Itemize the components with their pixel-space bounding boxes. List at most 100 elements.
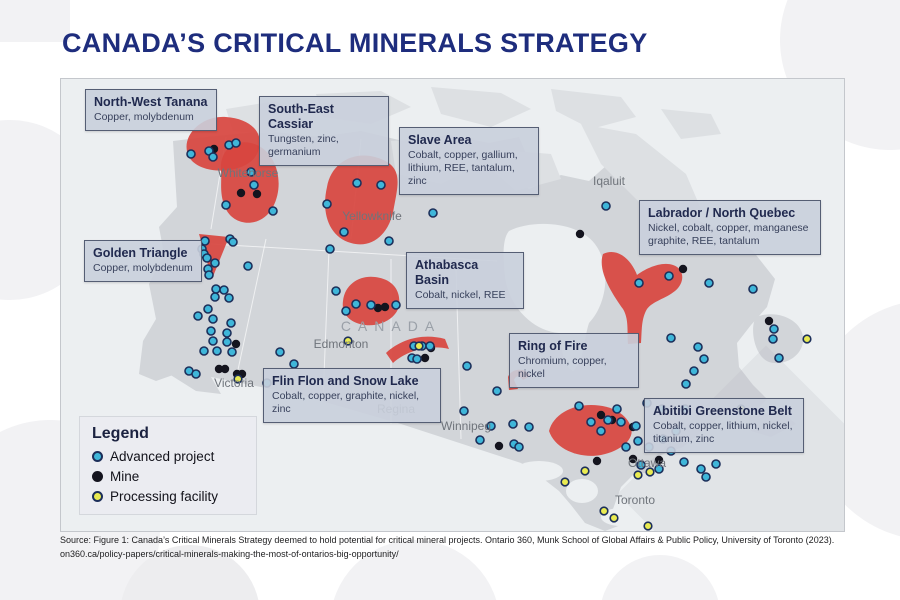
legend-item-mine: Mine [92,469,246,484]
advanced-project-dot [193,311,203,321]
processing-facility-dot [609,513,619,523]
advanced-project-dot [275,347,285,357]
advanced-project-dot [514,442,524,452]
mine-dot [575,229,585,239]
region-minerals: Chromium, copper, nickel [518,355,607,381]
advanced-project-dot [208,152,218,162]
mine-dot [252,189,262,199]
region-minerals: Nickel, cobalt, copper, manganese graphi… [648,222,809,248]
city-label-winnipeg: Winnipeg [440,419,492,433]
processing-facility-dot [645,467,655,477]
city-label-iqaluit: Iqaluit [592,174,626,188]
project-dots [184,138,812,531]
mine-dot [373,303,383,313]
advanced-project-dot [621,442,631,452]
page-title: CANADA’S CRITICAL MINERALS STRATEGY [62,28,648,58]
region-name: Ring of Fire [518,339,588,353]
legend-item-processing: Processing facility [92,489,246,504]
advanced-project-dot [246,167,256,177]
advanced-project-dot [769,324,779,334]
advanced-project-dot [462,361,472,371]
processing-facility-dot [802,334,812,344]
advanced-project-dot [586,417,596,427]
region-label-athabasca-basin: Athabasca Basin Cobalt, nickel, REE [406,252,524,310]
mine-dot [592,456,602,466]
advanced-project-dot [425,341,435,351]
advanced-project-dot [633,436,643,446]
region-label-south-east-cassiar: South-East Cassiar Tungsten, zinc, german… [259,96,389,167]
region-label-flin-flon-and-snow-lake: Flin Flon and Snow Lake Cobalt, copper, g… [263,368,441,424]
processing-facility-dot [414,341,424,351]
region-label-ring-of-fire: Ring of Fire Chromium, copper, nickel [509,333,639,389]
advanced-project-dot [203,304,213,314]
advanced-project-dot [206,326,216,336]
advanced-project-dot [212,346,222,356]
region-minerals: Cobalt, copper, lithium, nickel, titaniu… [653,420,793,446]
labrador-north-quebec-zone [601,251,683,344]
processing-facility-dot [233,374,243,384]
advanced-project-dot [631,421,641,431]
advanced-project-dot [208,314,218,324]
decor-shape [0,0,70,42]
city-label-ottawa: Ottawa [627,456,667,470]
advanced-project-dot [186,149,196,159]
advanced-project-dot [204,270,214,280]
advanced-project-dot [351,299,361,309]
mine-dot [380,302,390,312]
advanced-project-dot [366,300,376,310]
advanced-project-dot [704,278,714,288]
advanced-project-dot [228,237,238,247]
mine-dot [220,364,230,374]
advanced-project-dot [508,419,518,429]
advanced-project-dot [384,236,394,246]
advanced-project-dot [664,271,674,281]
city-label-yellowknife: Yellowknife [342,209,402,223]
region-name: Flin Flon and Snow Lake [272,374,419,388]
region-minerals: Copper, molybdenum [94,111,194,123]
region-name: Labrador / North Quebec [648,206,796,220]
advanced-project-dot [325,244,335,254]
advanced-project-dot [524,422,534,432]
slave-area-zone [325,155,398,245]
region-label-golden-triangle: Golden Triangle Copper, molybdenum [84,240,202,283]
legend: Legend Advanced project Mine Processing fa… [79,416,257,515]
city-label-toronto: Toronto [614,493,656,507]
legend-title: Legend [92,425,149,442]
region-minerals: Cobalt, nickel, REE [415,289,506,301]
mine-dot [231,339,241,349]
advanced-project-dot [200,236,210,246]
advanced-project-dot [679,457,689,467]
advanced-project-dot [689,366,699,376]
advanced-project-dot [616,417,626,427]
processing-dot-icon [92,491,103,502]
advanced-project-dot [191,369,201,379]
advanced-project-dot [227,347,237,357]
advanced-project-dot [331,286,341,296]
map-panel: CANADA Whitehorse Yellowknife Iqaluit Edmon… [60,78,845,532]
legend-item-label: Advanced project [110,449,215,464]
advanced-project-dot [428,208,438,218]
advanced-project-dot [322,199,332,209]
region-minerals: Cobalt, copper, gallium, lithium, REE, t… [408,149,518,188]
advanced-project-dot [249,180,259,190]
advanced-project-dot [219,285,229,295]
mine-dot [654,455,664,465]
advanced-project-dot [226,318,236,328]
region-name: Athabasca Basin [415,258,479,287]
advanced-project-dot [701,472,711,482]
advanced-project-dot [603,415,613,425]
advanced-project-dot [486,421,496,431]
processing-facility-dot [343,336,353,346]
advanced-project-dot [211,284,221,294]
mine-dot [420,353,430,363]
advanced-project-dot [199,346,209,356]
processing-facility-dot [560,477,570,487]
advanced-project-dot [224,293,234,303]
source-text: Source: Figure 1: Canada’s Critical Mine… [60,535,835,559]
legend-item-label: Mine [110,469,140,484]
advanced-project-dot [634,278,644,288]
advanced-project-dot [352,178,362,188]
region-name: Abitibi Greenstone Belt [653,404,792,418]
legend-item-advanced: Advanced project [92,449,246,464]
advanced-project-dot [391,300,401,310]
